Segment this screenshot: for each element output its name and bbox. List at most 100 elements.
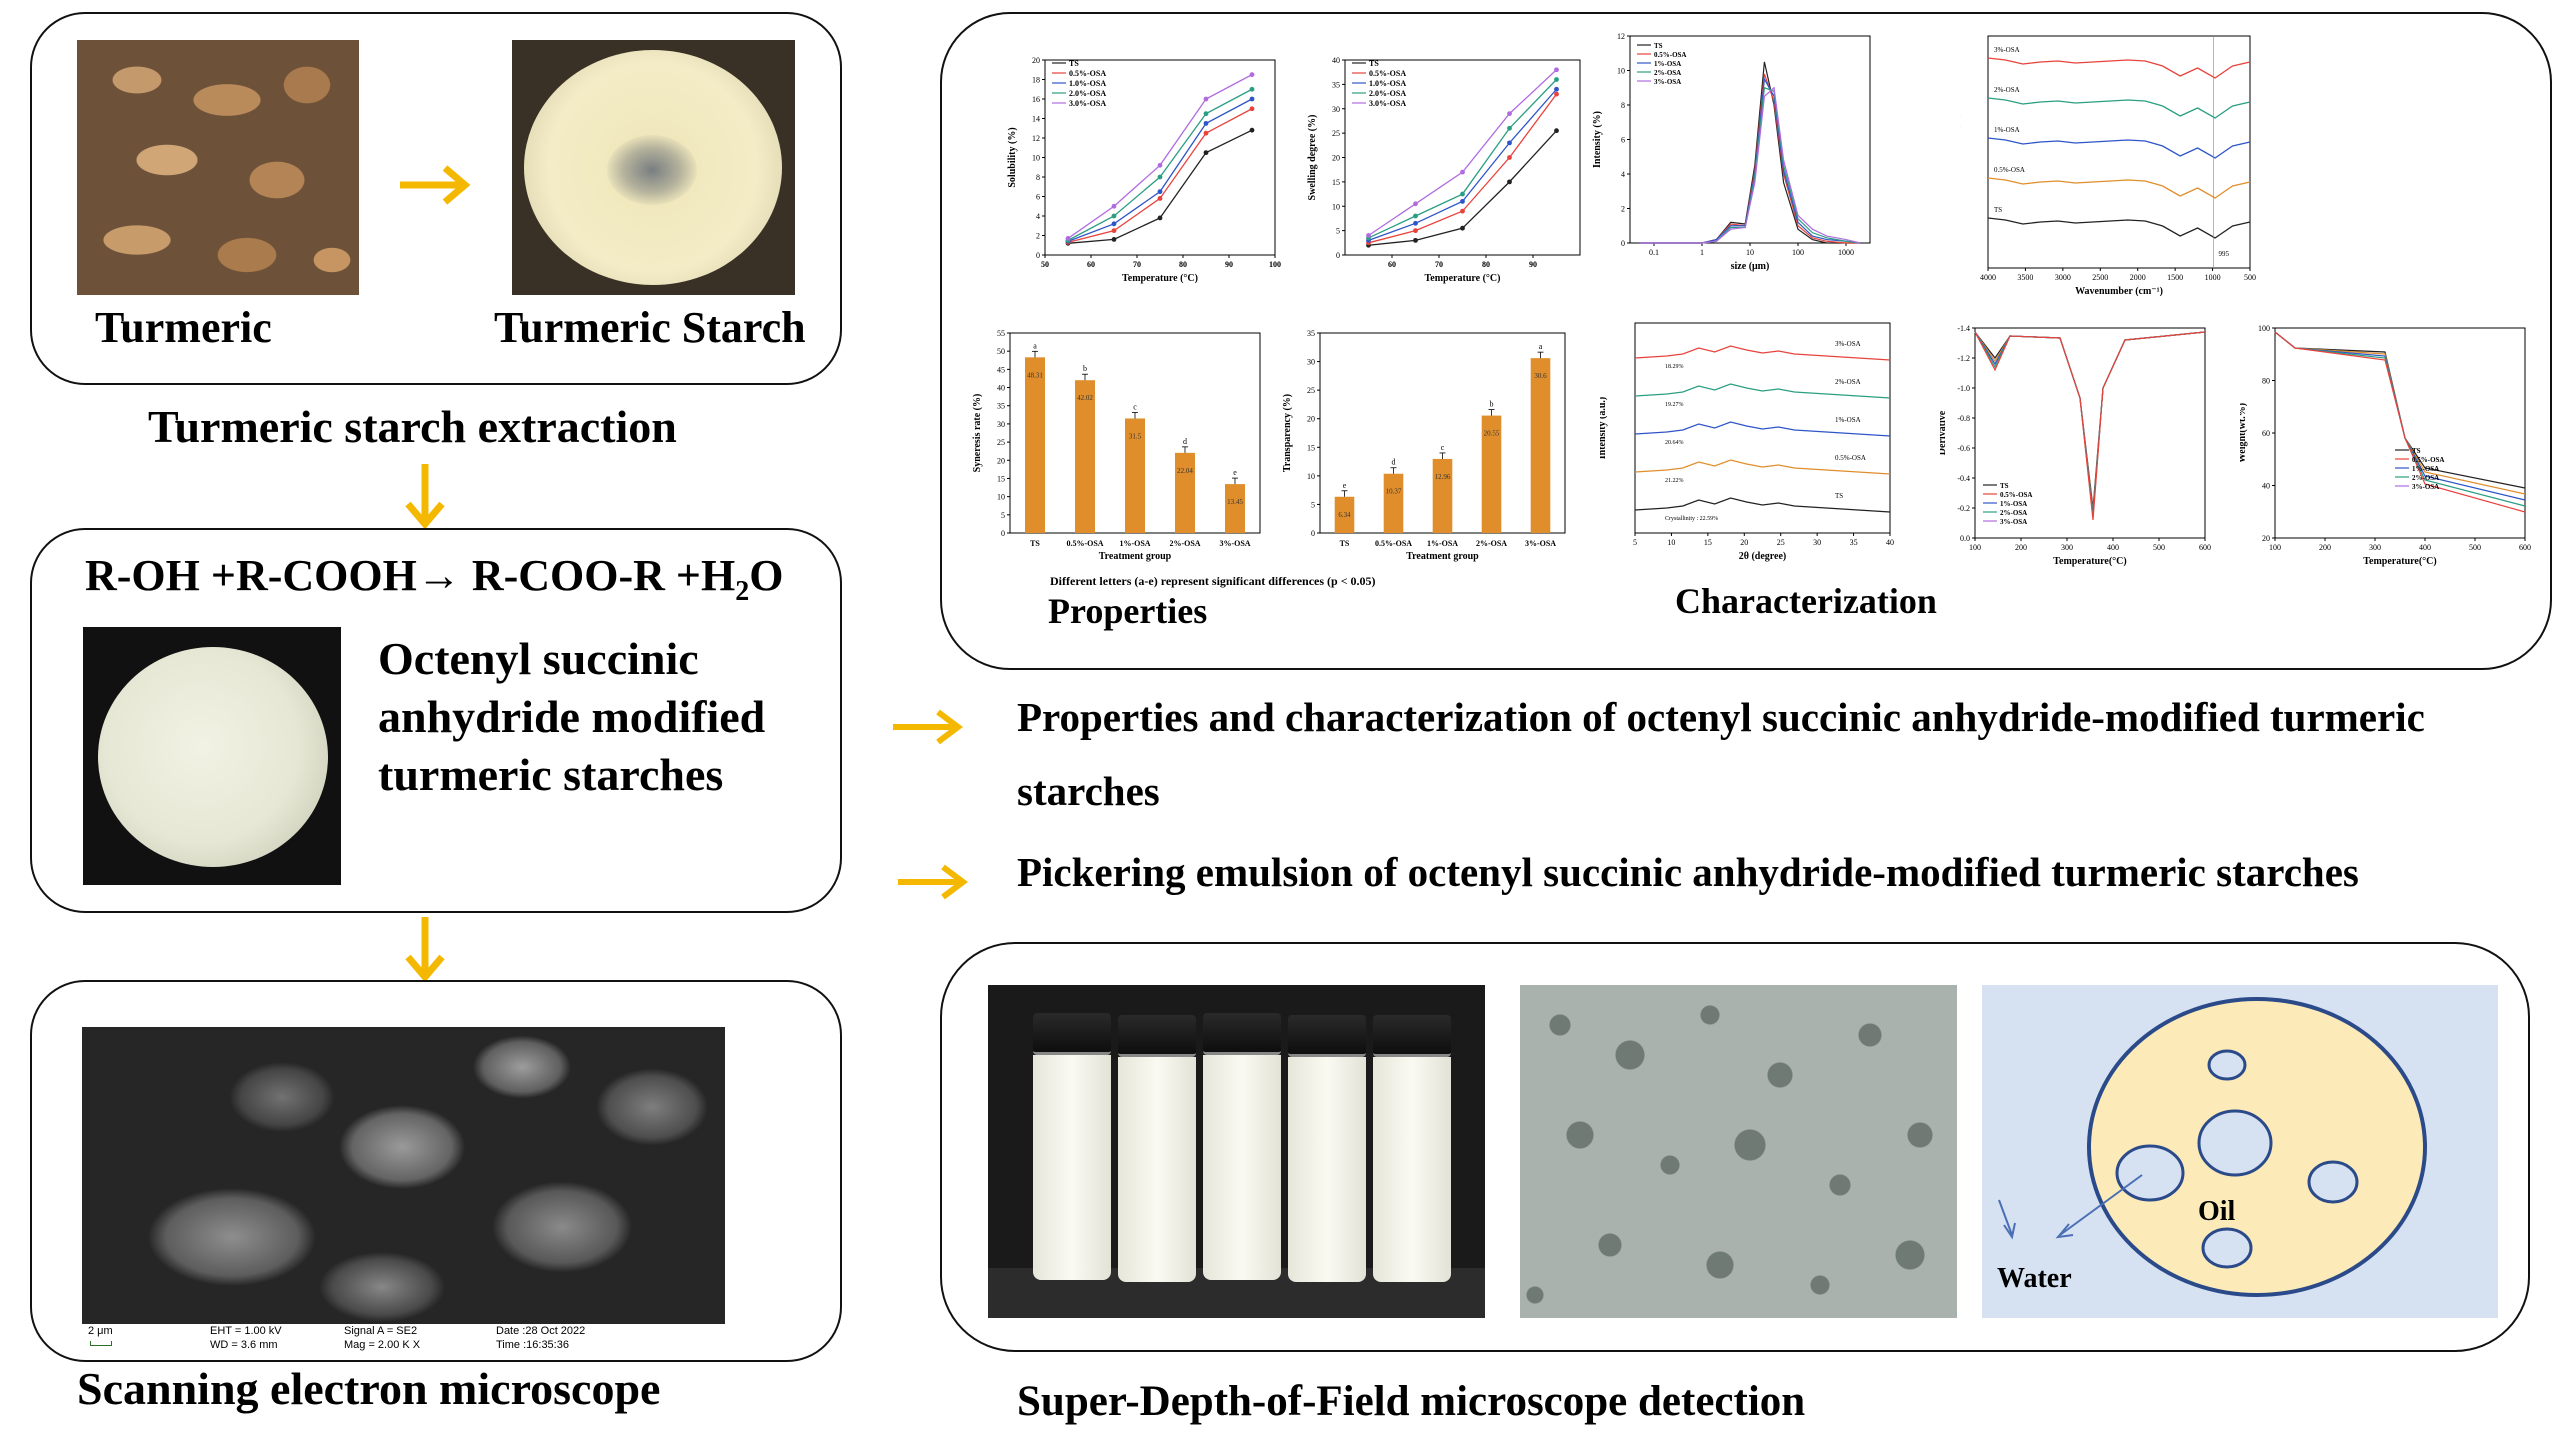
data-point	[1507, 140, 1512, 146]
y-tick-label: 0	[1311, 529, 1315, 538]
particle-size-chart: size (μm) Intensity (%) 0 2 4 6 8 10 12 0.1 1 10 100…	[1585, 28, 1880, 298]
properties-heading: Properties and characterization of octen…	[1017, 680, 2547, 828]
series-line	[1987, 177, 2251, 199]
y-tick-label: 12	[1032, 134, 1040, 143]
significance-letter: a	[1033, 341, 1037, 350]
y-tick-label: 25	[997, 438, 1005, 447]
series-line	[1639, 61, 1861, 244]
ftir-svg: Wavenumber (cm⁻¹) Transmittance(%) 4000 350…	[1950, 35, 2256, 297]
category-label: TS	[1030, 539, 1040, 548]
x-tick-label: 100	[2269, 543, 2281, 552]
pointer-arrowhead	[2055, 1223, 2074, 1239]
legend-entry: 0.5%-OSA	[1069, 69, 1106, 78]
significance-letter: d	[1392, 458, 1396, 467]
properties-heading-line-1: Properties and characterization of octen…	[1017, 694, 2425, 740]
x-tick-label: 600	[2519, 543, 2531, 552]
x-tick-label: 2500	[2092, 273, 2108, 282]
bar-value-label: 12.96	[1435, 473, 1451, 481]
y-tick-label: 80	[2262, 377, 2270, 386]
x-tick-label: 60	[1087, 260, 1095, 269]
bar-value-label: 10.37	[1386, 488, 1402, 496]
water-label: Water	[1997, 1263, 2072, 1294]
legend-entry: 2%-OSA	[2412, 474, 2439, 482]
x-tick-label: 10	[1667, 538, 1675, 547]
y-axis-label: Syneresis rate (%)	[972, 394, 983, 473]
y-tick-label: -0.8	[1957, 414, 1970, 423]
significance-letter: a	[1539, 342, 1543, 351]
sem-scale: 2 μm	[88, 1325, 113, 1337]
bar	[1025, 357, 1045, 533]
data-point	[1554, 128, 1559, 134]
y-tick-label: 10	[1307, 472, 1315, 481]
y-tick-label: 20	[1307, 415, 1315, 424]
y-tick-label: 10	[1032, 154, 1040, 163]
data-point	[1554, 77, 1559, 82]
tga-svg: Temperature(°C) Weight(wt.%) 20 40 60 80 100 10…	[2237, 324, 2531, 567]
turmeric-label: Turmeric	[95, 303, 272, 352]
solubility-chart: Temperature (°C) Solubility (%) 0 2 4 6 8 10 12 1…	[1000, 50, 1285, 295]
bar	[1432, 458, 1453, 533]
x-tick-label: 200	[2319, 543, 2331, 552]
extraction-title: Turmeric starch extraction	[148, 401, 677, 452]
data-point	[1157, 162, 1163, 168]
x-axis-label: Temperature(°C)	[2053, 556, 2126, 567]
significance-letter: b	[1490, 400, 1494, 409]
series-label: 2%-OSA	[1835, 378, 1861, 386]
legend-entry: 0.5%-OSA	[2412, 456, 2444, 464]
y-tick-label: 5	[1336, 227, 1340, 236]
y-tick-label: 10	[1332, 202, 1340, 211]
legend-entry: 1%-OSA	[2000, 500, 2027, 508]
x-tick-label: 500	[2244, 273, 2256, 282]
bar-value-label: 13.45	[1227, 498, 1243, 506]
vial	[1203, 1013, 1281, 1288]
sem-info-bar: 2 μm EHT = 1.00 kV WD = 3.6 mm Signal A …	[82, 1324, 725, 1354]
x-tick-label: 2000	[2130, 273, 2146, 282]
legend-entry: TS	[1654, 42, 1663, 50]
x-tick-label: 400	[2419, 543, 2431, 552]
y-tick-label: 20	[1032, 56, 1040, 65]
y-tick-label: 40	[2262, 482, 2270, 491]
series-label: 0.5%-OSA	[1835, 454, 1866, 462]
droplet	[2115, 1144, 2185, 1202]
data-point	[1157, 196, 1163, 201]
x-tick-label: 60	[1388, 260, 1396, 269]
data-point	[1460, 225, 1465, 231]
series-label: 1%-OSA	[1835, 416, 1861, 424]
y-tick-label: 14	[1032, 115, 1040, 124]
y-tick-label: 10	[997, 493, 1005, 502]
category-label: 2%-OSA	[1169, 539, 1200, 548]
x-axis-label: size (μm)	[1731, 261, 1770, 272]
data-point	[1460, 191, 1465, 197]
y-tick-label: 2	[1621, 205, 1625, 214]
data-point	[1460, 208, 1465, 214]
x-tick-label: 300	[2061, 543, 2073, 552]
significance-letter: e	[1343, 481, 1347, 490]
sem-time: Time :16:35:36	[496, 1339, 569, 1351]
sem-date: Date :28 Oct 2022	[496, 1325, 586, 1337]
y-tick-label: 0	[1001, 529, 1005, 538]
plot-frame	[1634, 322, 1891, 534]
droplet	[2307, 1160, 2359, 1204]
arrow-down-icon	[405, 917, 445, 983]
significance-letter: b	[1083, 364, 1087, 373]
crystallinity-label: 18.29%	[1665, 364, 1684, 370]
properties-label: Properties	[1048, 591, 1208, 631]
legend-entry: 3%-OSA	[2412, 483, 2439, 491]
data-point	[1413, 237, 1418, 243]
legend-entry: 2%-OSA	[1654, 69, 1681, 77]
x-tick-label: 90	[1529, 260, 1537, 269]
data-point	[1413, 201, 1418, 207]
x-tick-label: 25	[1777, 538, 1785, 547]
bar-value-label: 6.34	[1338, 511, 1351, 519]
x-tick-label: 300	[2369, 543, 2381, 552]
y-tick-label: 40	[1332, 56, 1340, 65]
series-line	[1634, 383, 1891, 399]
arrow-right-icon	[893, 709, 963, 745]
sem-signal: Signal A = SE2	[344, 1325, 418, 1337]
data-point	[1249, 86, 1255, 92]
vial	[1033, 1013, 1111, 1288]
bar	[1175, 452, 1195, 533]
data-point	[1203, 120, 1209, 126]
category-label: 3%-OSA	[1219, 539, 1250, 548]
y-tick-label: -1.4	[1957, 324, 1970, 333]
